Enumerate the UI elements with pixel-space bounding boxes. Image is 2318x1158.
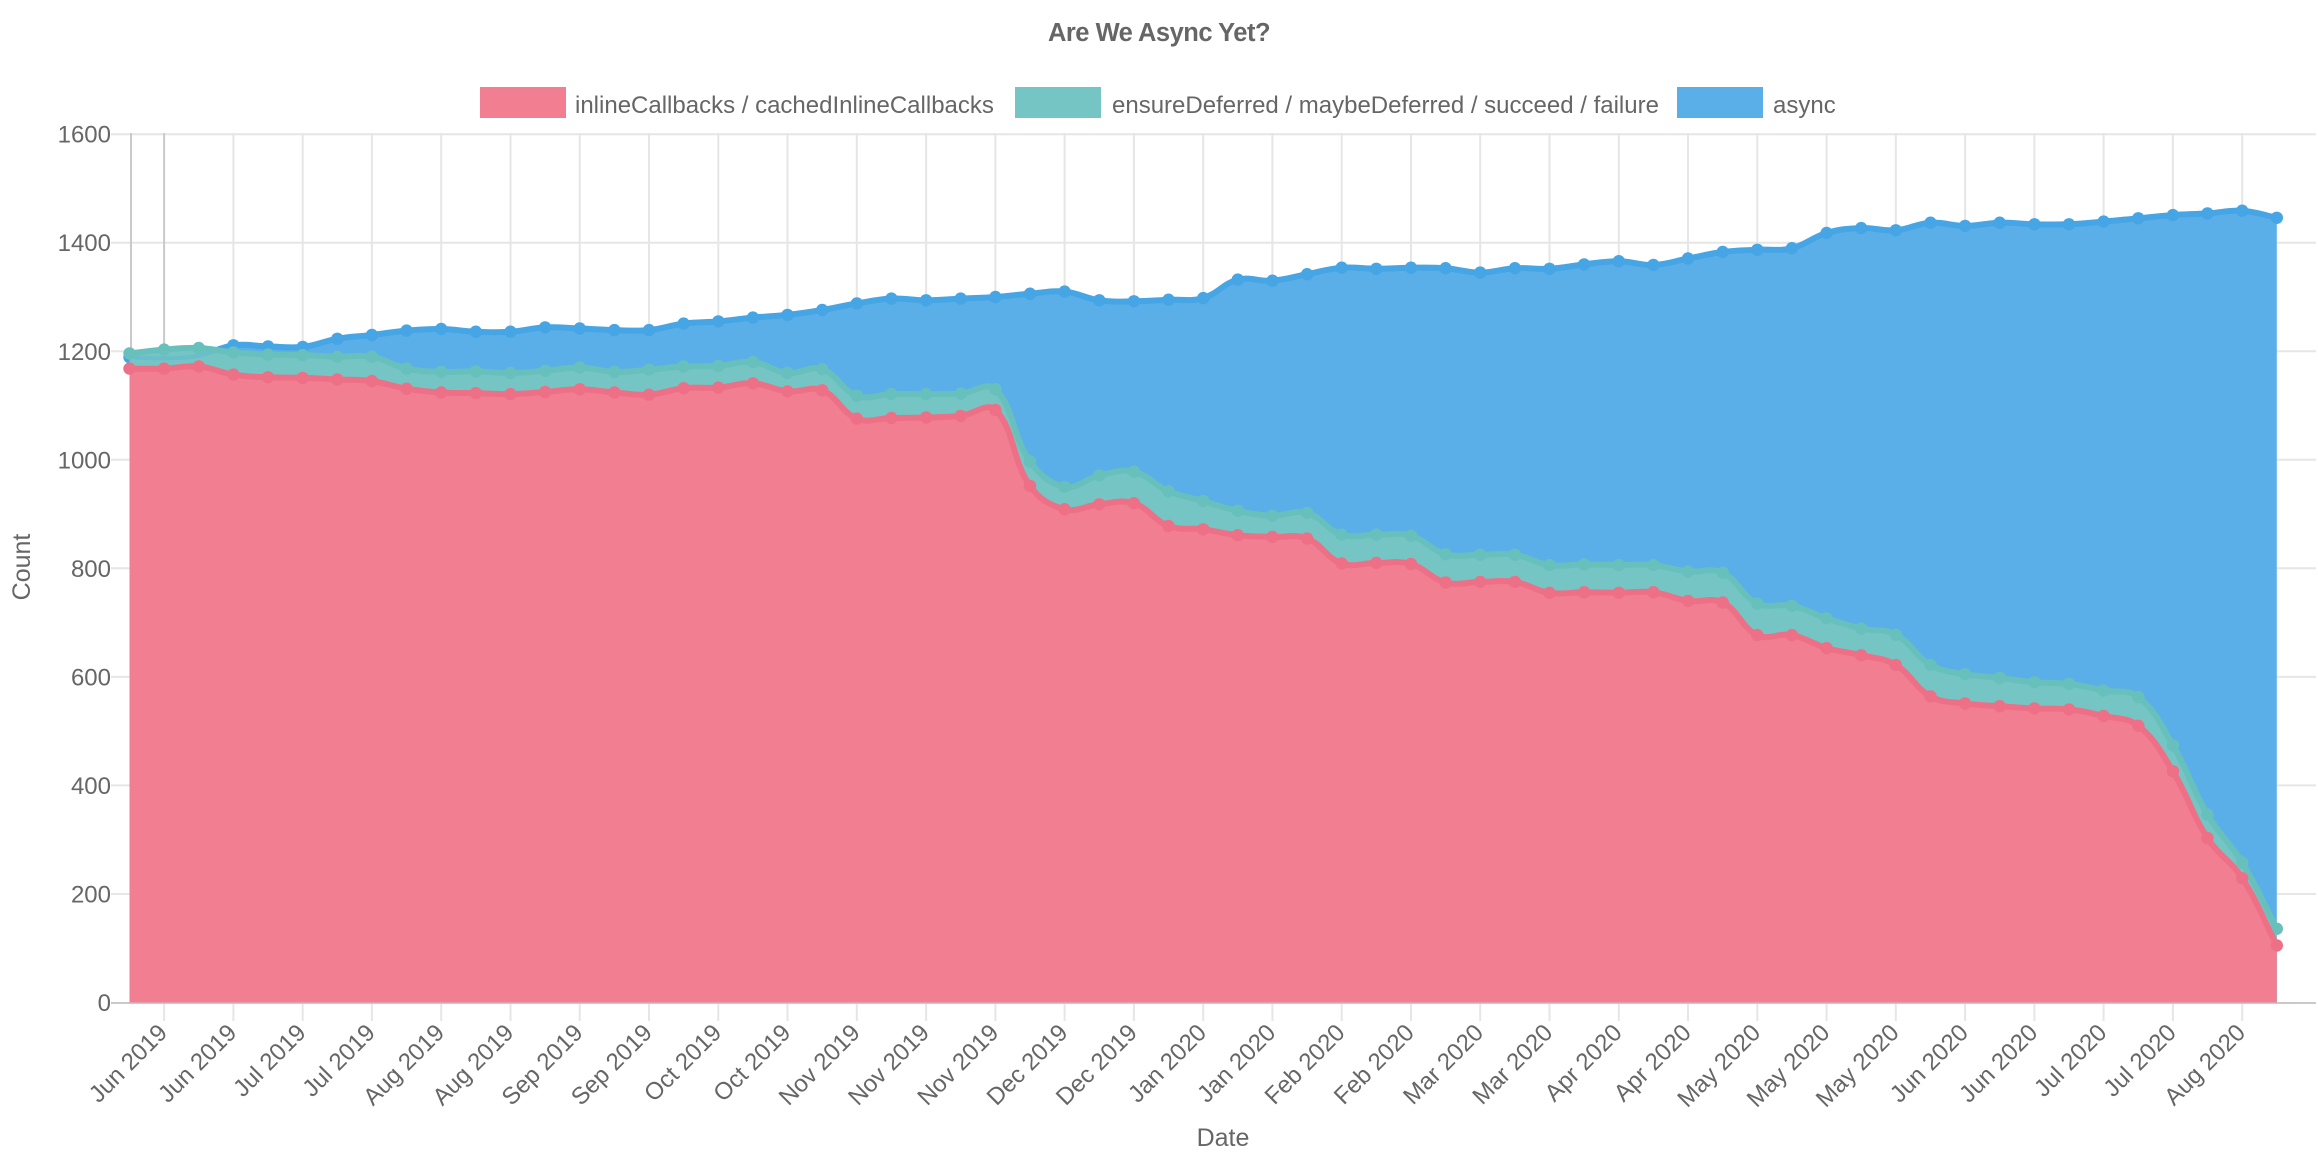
svg-text:400: 400	[71, 773, 111, 800]
svg-text:1600: 1600	[58, 122, 111, 149]
svg-text:1200: 1200	[58, 339, 111, 366]
svg-text:Date: Date	[1197, 1124, 1250, 1152]
svg-text:200: 200	[71, 882, 111, 909]
svg-text:1400: 1400	[58, 230, 111, 257]
svg-text:0: 0	[98, 990, 111, 1017]
svg-text:inlineCallbacks / cachedInline: inlineCallbacks / cachedInlineCallbacks	[575, 92, 994, 119]
svg-text:async: async	[1773, 92, 1836, 119]
svg-text:1000: 1000	[58, 447, 111, 474]
svg-text:Count: Count	[8, 534, 36, 601]
svg-text:800: 800	[71, 556, 111, 583]
svg-text:600: 600	[71, 664, 111, 691]
svg-text:Are We Async Yet?: Are We Async Yet?	[1048, 19, 1270, 47]
svg-text:ensureDeferred / maybeDeferred: ensureDeferred / maybeDeferred / succeed…	[1112, 92, 1659, 119]
